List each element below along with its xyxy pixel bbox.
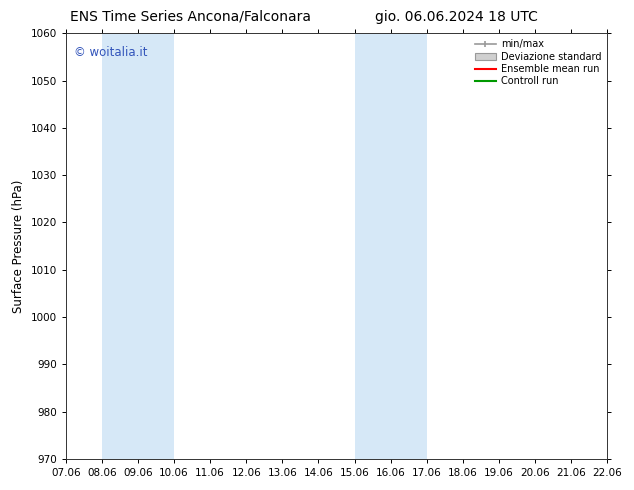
Text: gio. 06.06.2024 18 UTC: gio. 06.06.2024 18 UTC (375, 10, 538, 24)
Bar (138, 33, 174, 459)
Text: ENS Time Series Ancona/Falconara: ENS Time Series Ancona/Falconara (70, 10, 311, 24)
Legend: min/max, Deviazione standard, Ensemble mean run, Controll run: min/max, Deviazione standard, Ensemble m… (472, 36, 604, 89)
Bar (607, 33, 634, 459)
Text: © woitalia.it: © woitalia.it (74, 46, 148, 59)
Bar (102, 33, 138, 459)
Y-axis label: Surface Pressure (hPa): Surface Pressure (hPa) (12, 179, 25, 313)
Bar (354, 33, 427, 459)
